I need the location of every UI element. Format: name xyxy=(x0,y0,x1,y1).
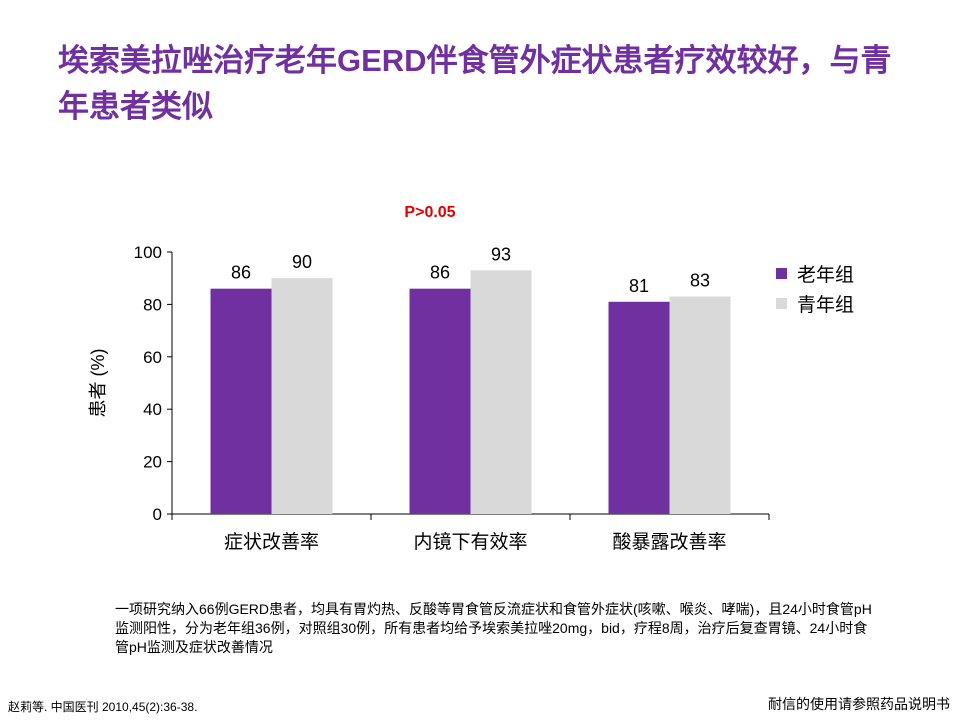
data-label: 93 xyxy=(491,244,511,264)
legend-swatch xyxy=(776,298,787,309)
x-tick-label: 症状改善率 xyxy=(224,531,319,553)
data-label: 83 xyxy=(690,271,710,291)
bar xyxy=(608,301,670,514)
y-tick-label: 60 xyxy=(143,348,162,367)
bar xyxy=(210,288,272,514)
bar-chart: 0 20 40 60 80 100 症状改善率 86 90 内镜下有效率 86 93 酸暴露改善率 81 8… xyxy=(88,243,854,553)
study-note: 一项研究纳入66例GERD患者，均具有胃灼热、反酸等胃食管反流症状和食管外症状(… xyxy=(115,601,872,655)
legend-label: 老年组 xyxy=(797,264,854,286)
bar xyxy=(669,296,731,514)
legend-swatch xyxy=(776,268,787,279)
p-value-label: P>0.05 xyxy=(404,204,456,221)
bar xyxy=(409,288,471,514)
reference: 赵莉等. 中国医刊 2010,45(2):36-38. xyxy=(8,700,198,714)
y-tick-label: 80 xyxy=(143,295,162,314)
x-tick-label: 内镜下有效率 xyxy=(413,531,527,553)
bar xyxy=(271,278,333,514)
y-tick-label: 20 xyxy=(143,453,162,472)
disclaimer: 耐信的使用请参照药品说明书 xyxy=(768,696,950,712)
y-axis-label: 患者 (%) xyxy=(88,349,108,418)
y-tick-label: 0 xyxy=(153,505,162,524)
y-tick-label: 100 xyxy=(134,243,162,262)
data-label: 90 xyxy=(292,252,312,272)
data-label: 86 xyxy=(231,263,251,283)
bar xyxy=(470,270,532,514)
legend-label: 青年组 xyxy=(797,294,854,316)
data-label: 86 xyxy=(430,263,450,283)
data-label: 81 xyxy=(629,276,649,296)
x-tick-label: 酸暴露改善率 xyxy=(612,531,726,553)
y-tick-label: 40 xyxy=(143,400,162,419)
slide-title: 埃索美拉唑治疗老年GERD伴食管外症状患者疗效较好，与青年患者类似 xyxy=(58,43,892,124)
